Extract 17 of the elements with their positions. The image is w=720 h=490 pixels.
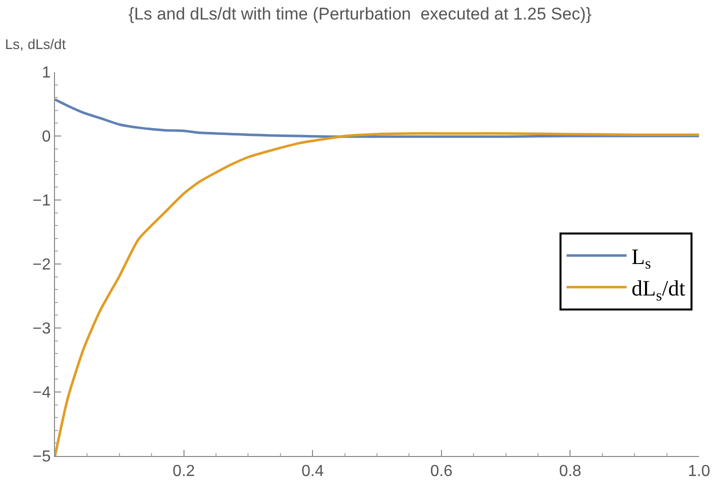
line-series <box>55 98 699 138</box>
y-tick-label: −4 <box>32 384 51 402</box>
y-tick-label: 0 <box>42 128 51 146</box>
y-tick-label: −2 <box>32 256 51 274</box>
y-axis-title: Ls, dLs/dt <box>5 36 66 52</box>
y-tick-label: −3 <box>32 320 51 338</box>
y-tick-label: 1 <box>42 64 51 82</box>
x-tick-label: 0.2 <box>172 463 196 480</box>
legend-label: L$_{s}$ <box>632 244 652 273</box>
chart-title: {Ls and dLs/dt with time (Perturbation executed at 1.25 Sec)} <box>128 4 592 24</box>
legend-label: dL$_{s}$/dt <box>632 276 686 304</box>
x-tick-label: 1.0 <box>688 463 710 480</box>
y-tick-label: −5 <box>32 448 51 466</box>
y-tick-label: −1 <box>32 192 51 210</box>
x-tick-label: 0.6 <box>430 463 453 480</box>
x-tick-label: 0.8 <box>559 463 582 480</box>
x-tick-label: 0.4 <box>301 463 324 480</box>
